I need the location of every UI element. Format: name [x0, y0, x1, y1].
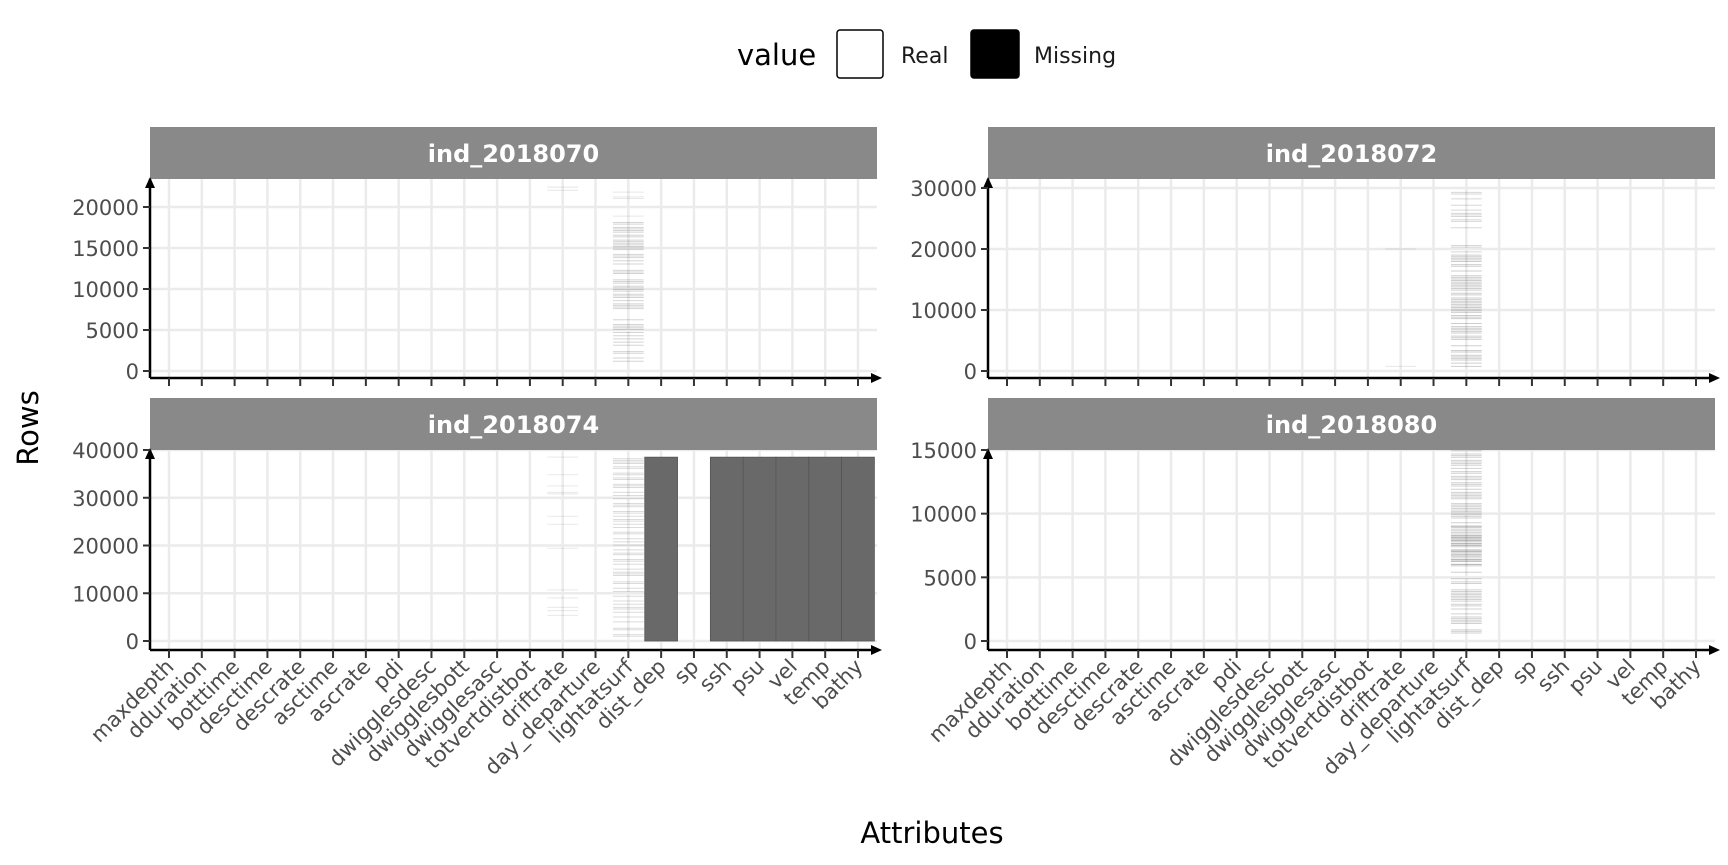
facet-panel-ind_2018074: ind_2018074010000200003000040000maxdepth… — [72, 398, 882, 780]
facet-panel-ind_2018070: ind_2018070 0 5000 10000 15000 20000 — [72, 127, 882, 386]
y-tick-label: 15000 — [910, 439, 977, 463]
y-tick-label: 20000 — [72, 196, 139, 220]
missing-block-bathy — [841, 456, 875, 642]
missing-lines-lightatsurf — [612, 458, 644, 637]
facet-panels: ind_201807005000100001500020000ind_20180… — [72, 127, 1720, 780]
y-axis-arrow — [145, 448, 155, 459]
missing-lines-lightatsurf — [1450, 254, 1482, 367]
facet-strip — [150, 398, 877, 450]
y-tick-label: 10000 — [910, 299, 977, 323]
x-axis-arrow — [871, 645, 882, 655]
missing-lines-lightatsurf — [1450, 191, 1482, 253]
y-tick-label: 30000 — [910, 177, 977, 201]
y-tick-label: 0 — [964, 630, 977, 654]
y-tick-label: 20000 — [72, 535, 139, 559]
missing-block-vel — [775, 456, 810, 642]
y-tick-label: 30000 — [72, 487, 139, 511]
y-tick-label: 0 — [964, 360, 977, 384]
y-tick-label: 40000 — [72, 439, 139, 463]
y-tick-label: 5000 — [86, 319, 139, 343]
facet-panel-ind_2018072: ind_2018072 0 10000 20000 30000 — [910, 127, 1720, 386]
legend-label-real: Real — [901, 44, 948, 69]
y-tick-label: 5000 — [924, 566, 977, 590]
y-tick-label: 10000 — [72, 278, 139, 302]
facet-panel-ind_2018080: ind_2018080050001000015000maxdepthddurat… — [910, 398, 1720, 780]
x-axis-arrow — [1709, 645, 1720, 655]
legend-label-missing: Missing — [1034, 44, 1116, 69]
y-axis-arrow — [145, 177, 155, 188]
y-tick-label: 0 — [126, 630, 139, 654]
legend-key-missing — [970, 29, 1020, 79]
y-axis-arrow — [983, 177, 993, 188]
y-tick-label: 15000 — [72, 237, 139, 261]
legend-key-real — [836, 29, 884, 79]
y-axis-title: Rows — [11, 390, 45, 465]
facet-title: ind_2018072 — [1266, 140, 1437, 168]
missing-block-psu — [742, 456, 777, 642]
facet-strip — [988, 127, 1715, 179]
missing-lines-lightatsurf — [1450, 525, 1482, 566]
missing-block-dist_dep — [644, 456, 678, 642]
x-axis-arrow — [871, 373, 882, 383]
facet-title: ind_2018080 — [1266, 411, 1437, 439]
y-tick-label: 0 — [126, 360, 139, 384]
x-axis-title: Attributes — [860, 816, 1003, 850]
missing-lines-driftrate — [547, 186, 579, 191]
facet-strip — [988, 398, 1715, 450]
legend: value Real Missing — [737, 29, 1116, 79]
missing-lines-lightatsurf — [612, 191, 644, 217]
y-tick-label: 10000 — [72, 582, 139, 606]
y-axis-arrow — [983, 448, 993, 459]
missing-lines-driftrate — [547, 456, 579, 616]
x-axis-arrow — [1709, 373, 1720, 383]
facet-title: ind_2018074 — [428, 411, 599, 439]
y-tick-label: 20000 — [910, 238, 977, 262]
facet-title: ind_2018070 — [428, 140, 599, 168]
missing-block-ssh — [709, 456, 744, 642]
y-tick-label: 10000 — [910, 503, 977, 527]
facet-strip — [150, 127, 877, 179]
missing-lines-lightatsurf — [612, 222, 644, 362]
legend-title: value — [737, 38, 816, 72]
missing-block-temp — [808, 456, 842, 642]
